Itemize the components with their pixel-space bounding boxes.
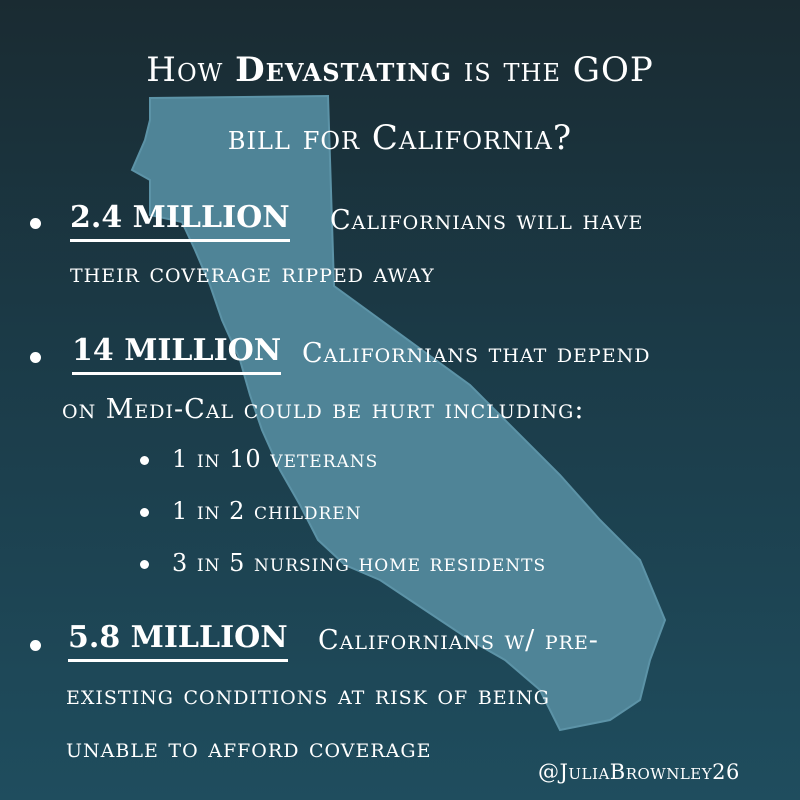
point-3-text-line-1: Californians w/ pre-: [318, 625, 599, 656]
bullet-point-3: [30, 640, 41, 651]
bullet-point-2: [30, 352, 41, 363]
sub-bullet-1: [140, 456, 149, 465]
point-3-text-line-2: existing conditions at risk of being: [66, 680, 550, 711]
sub-bullet-3: [140, 560, 149, 569]
stat-5-8-million: 5.8 MILLION: [68, 620, 288, 662]
point-1-text-line-1: Californians will have: [330, 205, 644, 236]
bullet-point-1: [30, 218, 41, 229]
subpoint-nursing-home: 3 in 5 nursing home residents: [172, 549, 547, 577]
stat-2-4-million: 2.4 MILLION: [70, 200, 290, 242]
subpoint-veterans: 1 in 10 veterans: [172, 445, 379, 473]
stat-14-million: 14 MILLION: [72, 333, 282, 375]
point-2-text-line-1: Californians that depend: [302, 338, 651, 369]
point-3-text-line-3: unable to afford coverage: [66, 733, 432, 764]
title-line-2: bill for California?: [227, 118, 573, 158]
subpoint-children: 1 in 2 children: [172, 497, 362, 525]
point-1-text-line-2: their coverage ripped away: [70, 258, 435, 289]
sub-bullet-2: [140, 508, 149, 517]
point-2-text-line-2: on Medi-Cal could be hurt including:: [62, 394, 585, 425]
title-line-1: How Devastating is the GOP: [146, 50, 654, 90]
twitter-handle: @JuliaBrownley26: [538, 760, 740, 784]
